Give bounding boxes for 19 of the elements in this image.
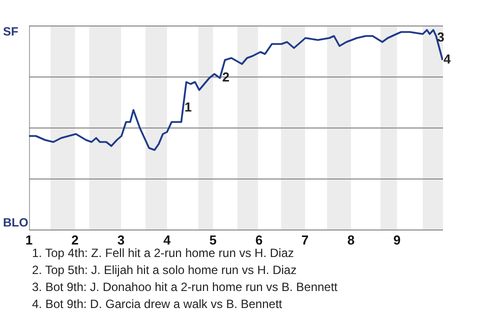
annotation: 3	[437, 30, 444, 45]
text: 3. Bot 9th: J. Donahoo hit a 2-run home run vs B. Bennett	[32, 279, 338, 296]
x-tick-label: 4	[163, 232, 172, 248]
x-tick-label: 3	[117, 232, 125, 248]
x-tick-label: 7	[301, 232, 309, 248]
x-tick-label: 5	[209, 232, 217, 248]
x-tick-label: 8	[347, 232, 355, 248]
x-tick-label: 9	[393, 232, 401, 248]
text: 2. Top 5th: J. Elijah hit a solo home run vs H. Diaz	[32, 262, 298, 279]
x-tick-label: 1	[25, 232, 33, 248]
annotation: 2	[222, 70, 230, 85]
annotation: 1	[184, 100, 192, 115]
text: 4. Bot 9th: D. Garcia drew a walk vs B. Bennett	[32, 296, 284, 313]
text: 1. Top 4th: Z. Fell hit a 2-run home run vs H. Diaz	[32, 246, 294, 260]
ref-line-label: SF	[3, 24, 18, 38]
annotation: 4	[444, 52, 452, 67]
ref-line-label: BLO	[3, 215, 28, 230]
x-tick-label: 6	[255, 232, 263, 248]
x-tick-label: 2	[71, 232, 79, 248]
